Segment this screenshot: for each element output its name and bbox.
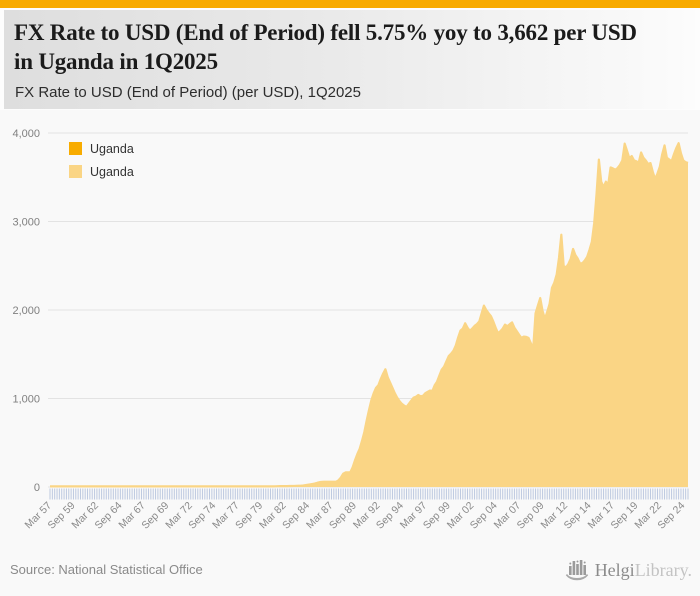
x-axis-label: Mar 57 [23, 500, 55, 532]
x-axis-label: Sep 64 [92, 500, 124, 532]
legend-label: Uganda [90, 141, 134, 156]
page-subtitle: FX Rate to USD (End of Period) (per USD)… [15, 84, 361, 101]
source-attribution: Source: National Statistical Office [10, 562, 203, 577]
legend-item-uganda-secondary[interactable]: Uganda [69, 163, 134, 180]
x-axis-label: Mar 77 [210, 500, 242, 532]
x-axis-label: Mar 22 [632, 500, 664, 532]
x-axis-label: Mar 92 [351, 500, 383, 532]
y-axis-label: 0 [34, 482, 40, 494]
area-series-top-edge [50, 142, 689, 488]
chart-legend: Uganda Uganda [69, 140, 134, 186]
x-axis-label: Sep 14 [562, 500, 594, 532]
x-axis-label: Sep 04 [468, 500, 500, 532]
x-axis-label: Sep 89 [327, 500, 359, 532]
legend-label: Uganda [90, 164, 134, 179]
x-axis-label: Mar 02 [445, 500, 477, 532]
y-axis-label: 3,000 [12, 217, 40, 229]
x-axis-label: Mar 12 [539, 500, 571, 532]
x-axis-label: Mar 72 [163, 500, 195, 532]
accent-top-bar [0, 0, 700, 8]
logo-wordmark: HelgiLibrary. [595, 558, 692, 582]
x-axis-label: Sep 84 [280, 500, 312, 532]
page-title: FX Rate to USD (End of Period) fell 5.75… [14, 20, 637, 74]
area-series-uganda [50, 143, 688, 487]
x-axis-label: Sep 94 [374, 500, 406, 532]
logo-text-library: Library. [634, 560, 692, 580]
logo-text-helgi: Helgi [594, 560, 635, 580]
x-axis-label: Sep 24 [655, 500, 687, 532]
y-axis-label: 4,000 [12, 128, 40, 140]
header: FX Rate to USD (End of Period) fell 5.75… [4, 10, 695, 109]
x-axis-label: Mar 07 [492, 500, 524, 532]
legend-swatch-light [69, 165, 82, 178]
x-axis-label: Sep 19 [609, 500, 641, 532]
x-axis-label: Sep 09 [515, 500, 547, 532]
x-axis-label: Mar 87 [304, 500, 336, 532]
x-axis-label: Mar 17 [585, 500, 617, 532]
legend-item-uganda-primary[interactable]: Uganda [69, 140, 134, 157]
y-axis-label: 2,000 [12, 305, 40, 317]
x-axis-label: Sep 69 [139, 500, 171, 532]
legend-swatch-orange [69, 142, 82, 155]
x-axis-label: Mar 67 [116, 500, 148, 532]
x-axis-label: Sep 99 [421, 500, 453, 532]
x-axis-label: Mar 97 [398, 500, 430, 532]
helgilibrary-logo: HelgiLibrary. [565, 557, 692, 582]
helgilibrary-logo-icon [565, 560, 588, 581]
x-axis-label: Mar 82 [257, 500, 289, 532]
x-axis-label: Sep 74 [186, 500, 218, 532]
y-axis-label: 1,000 [12, 394, 40, 406]
x-axis-label: Sep 79 [233, 500, 265, 532]
x-axis-label: Mar 62 [69, 500, 101, 532]
x-axis-label: Sep 59 [46, 500, 78, 532]
x-axis-minor-ticks [49, 488, 689, 500]
